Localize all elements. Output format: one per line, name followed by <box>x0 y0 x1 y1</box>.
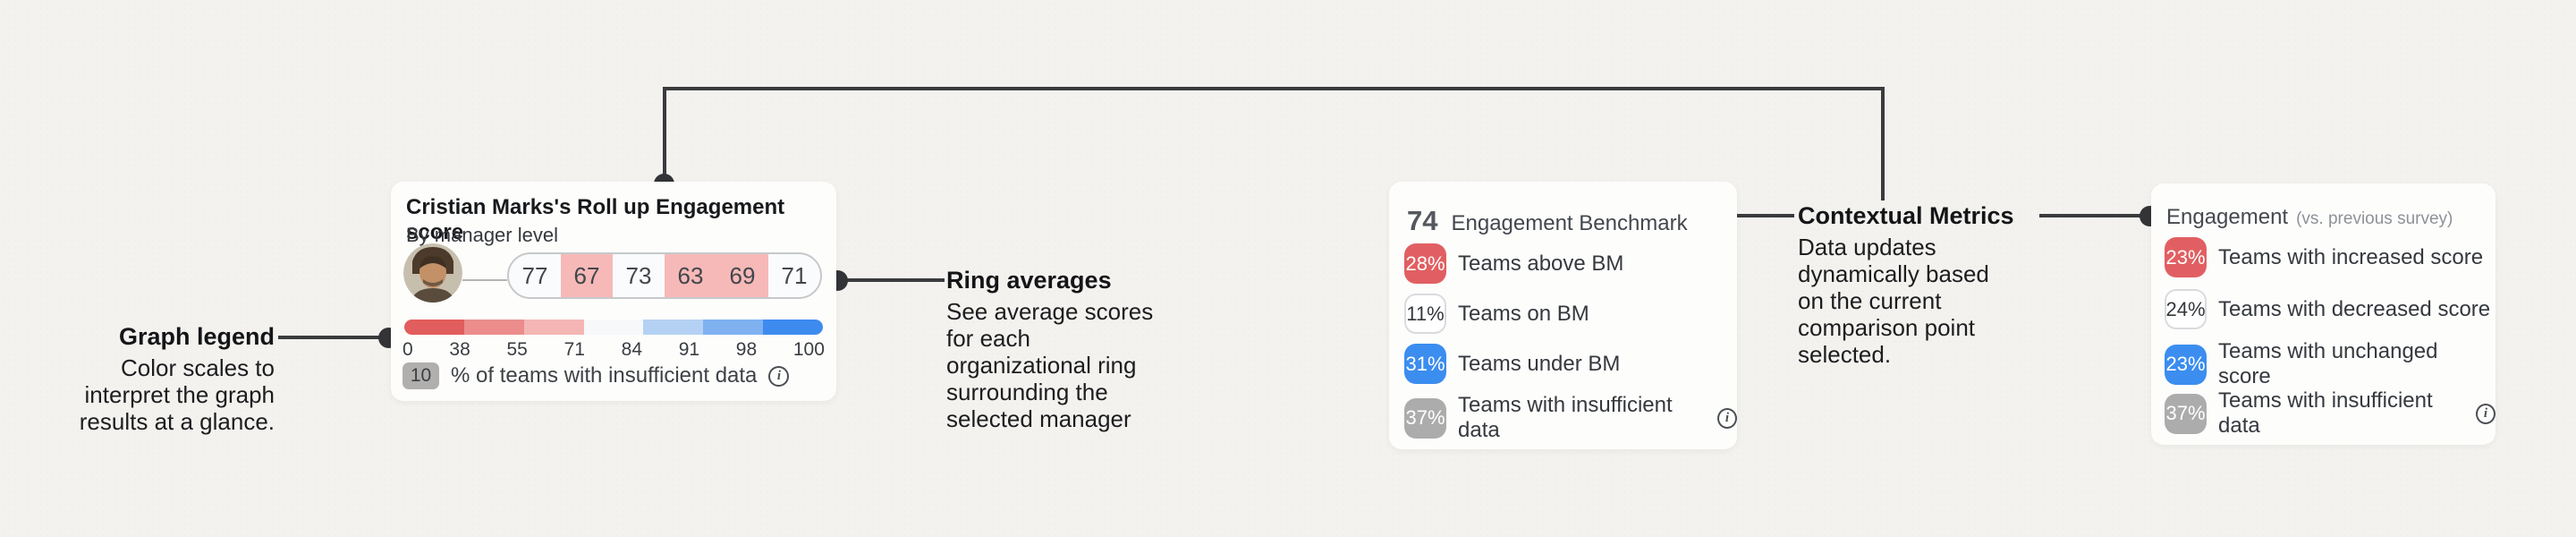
rollup-score-card: Cristian Marks's Roll up Engagement scor… <box>391 182 836 401</box>
stat-row-teams-insufficient: 37% Teams with insufficient data i <box>1404 393 1737 443</box>
comparison-subtitle: (vs. previous survey) <box>2296 209 2453 228</box>
scale-tick: 91 <box>678 339 700 360</box>
stat-label: Teams with decreased score <box>2218 296 2491 321</box>
stat-row-increased-score: 23% Teams with increased score <box>2165 237 2483 277</box>
benchmark-card: 74 Engagement Benchmark 28% Teams above … <box>1389 182 1737 449</box>
ring-value: 71 <box>781 261 808 289</box>
scale-segment <box>583 320 644 335</box>
percent-badge-white: 11% <box>1404 294 1446 334</box>
scale-tick: 0 <box>402 339 413 360</box>
stat-row-teams-on-bm: 11% Teams on BM <box>1404 294 1589 334</box>
stat-label: Teams with unchanged score <box>2218 339 2438 388</box>
annotation-graph-legend: Graph legend Color scales to interpret t… <box>6 322 275 435</box>
connector-contextual-left <box>1690 214 1794 217</box>
insufficient-label: % of teams with insufficient data <box>451 363 758 388</box>
benchmark-title: Engagement Benchmark <box>1451 211 1688 235</box>
ring-averages-pill: 77 67 73 63 69 71 <box>507 252 822 299</box>
scale-segment <box>463 320 524 335</box>
stat-label: Teams with insufficient data <box>1458 393 1673 442</box>
annotation-contextual-metrics: Contextual Metrics Data updates dynamica… <box>1798 201 2093 368</box>
scale-tick: 55 <box>506 339 528 360</box>
rollup-card-title: Cristian Marks's Roll up Engagement scor… <box>406 195 785 244</box>
stat-row-insufficient-data: 37% Teams with insufficient data i <box>2165 388 2496 439</box>
insufficient-data-row: 10 % of teams with insufficient data i <box>402 362 790 389</box>
connector-top-horizontal <box>665 87 1885 90</box>
stat-row-unchanged-score: 23% Teams with unchanged score <box>2165 339 2496 389</box>
percent-badge-red: 28% <box>1404 243 1446 284</box>
scale-segment <box>523 320 584 335</box>
percent-badge-red: 23% <box>2165 237 2207 277</box>
connector-contextual-right <box>2039 214 2150 217</box>
stat-row-teams-above-bm: 28% Teams above BM <box>1404 243 1623 284</box>
connector-ring-averages <box>839 278 945 282</box>
ring-value: 73 <box>625 261 652 289</box>
connector-top-left-vertical <box>663 87 666 185</box>
contextual-metrics-title: Contextual Metrics <box>1798 202 2014 229</box>
color-scale-bar <box>404 320 823 335</box>
avatar-to-pill-line <box>462 279 507 281</box>
annotation-ring-averages: Ring averages See average scores for eac… <box>946 266 1241 432</box>
avatar-image <box>403 243 462 303</box>
manager-avatar[interactable] <box>403 243 462 303</box>
connector-top-right-vertical <box>1881 87 1885 200</box>
stat-label: Teams on BM <box>1458 301 1589 326</box>
ring-value: 69 <box>716 254 768 297</box>
ring-value: 77 <box>521 261 548 289</box>
scale-tick: 100 <box>792 339 825 360</box>
stat-label: Teams above BM <box>1458 251 1624 276</box>
percent-badge-gray: 37% <box>1404 397 1446 439</box>
insufficient-percent-badge: 10 <box>402 362 439 389</box>
stat-row-teams-under-bm: 31% Teams under BM <box>1404 344 1620 384</box>
ring-averages-body: See average scores for each organization… <box>946 298 1154 432</box>
connector-graph-legend <box>278 336 382 339</box>
comparison-card: Engagement (vs. previous survey) 23% Tea… <box>2151 183 2496 445</box>
contextual-metrics-body: Data updates dynamically based on the cu… <box>1798 234 1989 368</box>
percent-badge-blue: 23% <box>2165 344 2207 385</box>
scale-tick: 84 <box>621 339 642 360</box>
scale-tick: 71 <box>564 339 585 360</box>
comparison-title: Engagement <box>2166 205 2289 229</box>
percent-badge-blue: 31% <box>1404 344 1446 384</box>
info-icon[interactable]: i <box>2476 403 2496 424</box>
percent-badge-gray: 37% <box>2165 393 2207 434</box>
scale-segment <box>763 320 823 335</box>
info-icon[interactable]: i <box>768 365 790 387</box>
ring-value: 67 <box>561 254 613 297</box>
graph-legend-title: Graph legend <box>118 323 275 350</box>
graph-legend-body: Color scales to interpret the graph resu… <box>79 354 275 435</box>
ring-value: 63 <box>665 254 716 297</box>
stat-label: Teams with insufficient data <box>2218 388 2433 438</box>
info-icon[interactable]: i <box>1716 407 1737 429</box>
scale-segment <box>404 320 464 335</box>
benchmark-score: 74 <box>1407 205 1438 236</box>
rollup-card-subtitle: By manager level <box>406 224 558 246</box>
scale-tick: 38 <box>449 339 470 360</box>
scale-tick: 98 <box>735 339 758 360</box>
color-scale-ticks: 0 38 55 71 84 91 98 100 <box>402 339 825 361</box>
scale-segment <box>703 320 764 335</box>
stat-label: Teams under BM <box>1458 351 1621 376</box>
stat-row-decreased-score: 24% Teams with decreased score <box>2165 289 2490 329</box>
ring-averages-title: Ring averages <box>946 267 1112 294</box>
percent-badge-white: 24% <box>2165 289 2207 329</box>
stat-label: Teams with increased score <box>2218 244 2484 269</box>
scale-segment <box>643 320 704 335</box>
